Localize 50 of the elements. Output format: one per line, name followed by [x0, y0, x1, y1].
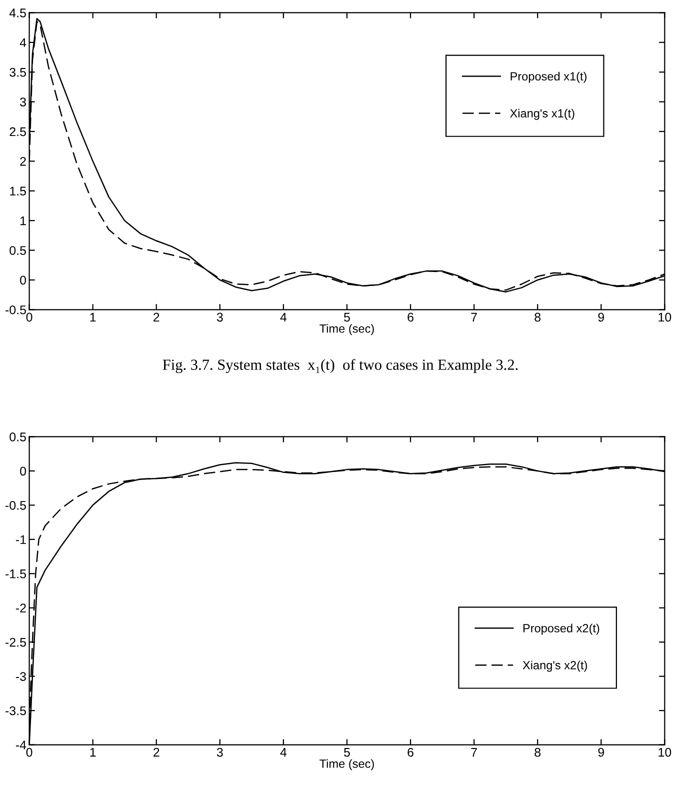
x-tick-label: 9 — [598, 748, 604, 757]
x-tick-label: 4 — [280, 312, 287, 322]
x-tick-label: 1 — [90, 312, 96, 322]
y-tick-label: -1.5 — [6, 570, 26, 578]
caption: Fig. 3.7. System states x₁(t) of two cases in Example 3.2. — [162, 359, 518, 374]
x-axis-title: Time (sec) — [320, 759, 374, 770]
legend-label: Xiang's x2(t) — [522, 660, 587, 672]
y-tick-label: 4.5 — [9, 8, 26, 18]
x-tick-label: 9 — [598, 312, 604, 322]
x-tick-label: 8 — [534, 312, 541, 322]
y-tick-label: 0 — [20, 276, 26, 285]
x-tick-label: 0 — [26, 312, 32, 322]
x-tick-label: 3 — [216, 312, 223, 322]
x-tick-label: 5 — [344, 748, 350, 757]
y-tick-label: 0.5 — [10, 432, 26, 442]
y-tick-label: 3.5 — [10, 68, 26, 77]
x-tick-label: 2 — [154, 748, 160, 757]
y-tick-label: 0.5 — [10, 246, 26, 255]
x-tick-label: 3 — [216, 748, 223, 757]
y-tick-label: -0.5 — [6, 500, 26, 510]
y-tick-label: 1 — [20, 216, 26, 226]
x-tick-label: 2 — [154, 312, 160, 322]
x-tick-label: 6 — [408, 312, 414, 322]
x-tick-label: 7 — [471, 312, 477, 322]
x-tick-label: 10 — [658, 312, 672, 322]
y-tick-label: 4 — [20, 38, 26, 47]
y-tick-label: 2.5 — [10, 127, 26, 136]
y-tick-label: -2.5 — [6, 638, 26, 647]
y-tick-label: -2 — [16, 604, 26, 612]
y-tick-label: -3.5 — [6, 706, 26, 716]
y-tick-label: -3 — [16, 672, 26, 681]
x-tick-label: 8 — [534, 748, 541, 757]
y-tick-label: 1.5 — [10, 186, 26, 196]
y-tick-label: 3 — [20, 98, 26, 106]
legend-label: Xiang's x1(t) — [510, 108, 574, 120]
y-tick-label: 0 — [20, 466, 26, 476]
x-tick-label: 10 — [658, 748, 672, 757]
y-tick-label: -1 — [16, 535, 26, 544]
x-tick-label: 7 — [471, 748, 477, 757]
y-tick-label: -4 — [16, 740, 26, 750]
x-tick-label: 0 — [26, 748, 32, 757]
x-tick-label: 1 — [90, 748, 96, 757]
legend-label: Proposed x1(t) — [510, 72, 586, 83]
y-tick-label: 2 — [20, 156, 26, 166]
legend-label: Proposed x2(t) — [523, 624, 600, 635]
x-tick-label: 5 — [344, 312, 350, 322]
x-axis-title: Time (sec) — [320, 324, 374, 336]
y-tick-label: -0.5 — [6, 305, 26, 314]
x-tick-label: 6 — [408, 748, 414, 757]
x-tick-label: 4 — [280, 748, 287, 757]
